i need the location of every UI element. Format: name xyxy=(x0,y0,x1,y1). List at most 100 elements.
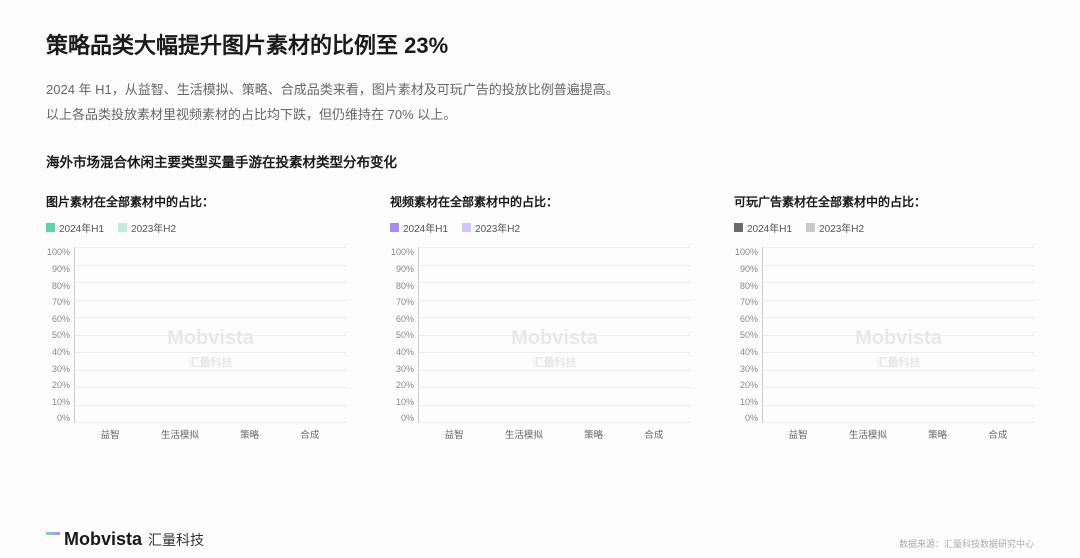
y-tick-label: 60% xyxy=(46,314,70,324)
legend-swatch-icon xyxy=(806,223,815,232)
y-tick-label: 10% xyxy=(390,397,414,407)
chart-legend: 2024年H1 2023年H2 xyxy=(734,220,1034,235)
chart-legend: 2024年H1 2023年H2 xyxy=(46,220,346,235)
legend-label-b: 2023年H2 xyxy=(819,220,864,235)
legend-item-a: 2024年H1 xyxy=(46,220,104,235)
y-tick-label: 50% xyxy=(46,330,70,340)
y-tick-label: 20% xyxy=(390,380,414,390)
chart-title: 可玩广告素材在全部素材中的占比： xyxy=(734,193,1034,210)
desc-line-2: 以上各品类投放素材里视频素材的占比均下跌，但仍维持在 70% 以上。 xyxy=(46,103,1034,128)
logo-accent-icon xyxy=(46,532,60,535)
y-tick-label: 100% xyxy=(46,247,70,257)
bars-container xyxy=(419,247,690,422)
legend-swatch-icon xyxy=(734,223,743,232)
bars-container xyxy=(763,247,1034,422)
footer: Mobvista 汇量科技 数据来源：汇量科技数据研究中心 xyxy=(46,529,1034,550)
y-tick-label: 20% xyxy=(734,380,758,390)
x-tick-label: 益智 xyxy=(789,427,808,441)
y-tick-label: 40% xyxy=(734,347,758,357)
legend-label-b: 2023年H2 xyxy=(475,220,520,235)
section-subtitle: 海外市场混合休闲主要类型买量手游在投素材类型分布变化 xyxy=(46,151,1034,171)
legend-swatch-icon xyxy=(390,223,399,232)
y-tick-label: 50% xyxy=(390,330,414,340)
y-tick-label: 70% xyxy=(46,297,70,307)
x-tick-label: 策略 xyxy=(584,427,603,441)
x-axis: 益智 生活模拟 策略 合成 xyxy=(74,427,346,441)
y-tick-label: 70% xyxy=(734,297,758,307)
legend-label-a: 2024年H1 xyxy=(59,220,104,235)
x-tick-label: 策略 xyxy=(240,427,259,441)
x-axis: 益智 生活模拟 策略 合成 xyxy=(762,427,1034,441)
y-tick-label: 0% xyxy=(390,413,414,423)
x-tick-label: 益智 xyxy=(445,427,464,441)
y-tick-label: 0% xyxy=(46,413,70,423)
y-tick-label: 40% xyxy=(390,347,414,357)
y-axis: 100% 90% 80% 70% 60% 50% 40% 30% 20% 10% 0% xyxy=(390,247,418,423)
y-tick-label: 100% xyxy=(734,247,758,257)
y-tick-label: 80% xyxy=(734,281,758,291)
legend-item-a: 2024年H1 xyxy=(734,220,792,235)
legend-item-b: 2023年H2 xyxy=(462,220,520,235)
bars-container xyxy=(75,247,346,422)
y-tick-label: 90% xyxy=(390,264,414,274)
page-title: 策略品类大幅提升图片素材的比例至 23% xyxy=(46,28,1034,60)
legend-item-b: 2023年H2 xyxy=(118,220,176,235)
grid-area: Mobvista汇量科技 xyxy=(418,247,690,423)
y-tick-label: 60% xyxy=(734,314,758,324)
chart-block: 可玩广告素材在全部素材中的占比： 2024年H1 2023年H2 100% 90% 80%… xyxy=(734,193,1034,447)
y-tick-label: 10% xyxy=(734,397,758,407)
legend-swatch-icon xyxy=(462,223,471,232)
y-tick-label: 30% xyxy=(46,364,70,374)
y-tick-label: 100% xyxy=(390,247,414,257)
legend-label-b: 2023年H2 xyxy=(131,220,176,235)
plot-area: 100% 90% 80% 70% 60% 50% 40% 30% 20% 10% 0% Mobvist… xyxy=(390,247,690,447)
x-tick-label: 益智 xyxy=(101,427,120,441)
x-tick-label: 合成 xyxy=(988,427,1007,441)
y-tick-label: 10% xyxy=(46,397,70,407)
x-tick-label: 策略 xyxy=(928,427,947,441)
gridline xyxy=(763,422,1034,423)
chart-legend: 2024年H1 2023年H2 xyxy=(390,220,690,235)
y-axis: 100% 90% 80% 70% 60% 50% 40% 30% 20% 10% 0% xyxy=(46,247,74,423)
legend-item-a: 2024年H1 xyxy=(390,220,448,235)
logo-cn: 汇量科技 xyxy=(148,530,204,550)
logo-text: Mobvista xyxy=(64,529,142,550)
legend-swatch-icon xyxy=(46,223,55,232)
plot-area: 100%90%80%70%60%50%40%30%20%10%0%Mobvist… xyxy=(734,247,1034,447)
legend-label-a: 2024年H1 xyxy=(403,220,448,235)
y-tick-label: 80% xyxy=(390,281,414,291)
data-source: 数据来源：汇量科技数据研究中心 xyxy=(899,537,1034,550)
y-tick-label: 70% xyxy=(390,297,414,307)
x-tick-label: 生活模拟 xyxy=(161,427,199,441)
logo: Mobvista 汇量科技 xyxy=(46,529,204,550)
y-tick-label: 30% xyxy=(734,364,758,374)
y-tick-label: 90% xyxy=(46,264,70,274)
y-tick-label: 20% xyxy=(46,380,70,390)
y-tick-label: 0% xyxy=(734,413,758,423)
y-tick-label: 90% xyxy=(734,264,758,274)
y-tick-label: 60% xyxy=(390,314,414,324)
x-tick-label: 合成 xyxy=(300,427,319,441)
legend-item-b: 2023年H2 xyxy=(806,220,864,235)
y-axis: 100% 90% 80% 70% 60% 50% 40% 30% 20% 10% 0% xyxy=(734,247,762,423)
legend-label-a: 2024年H1 xyxy=(747,220,792,235)
y-tick-label: 50% xyxy=(734,330,758,340)
y-tick-label: 40% xyxy=(46,347,70,357)
plot-area: 100% 90% 80% 70% 60% 50% 40% 30% 20% 10% 0% Mobvist… xyxy=(46,247,346,447)
y-tick-label: 80% xyxy=(46,281,70,291)
chart-title: 图片素材在全部素材中的占比： xyxy=(46,193,346,210)
chart-block: 视频素材在全部素材中的占比： 2024年H1 2023年H2 100% 90% 80% 70… xyxy=(390,193,690,447)
description: 2024 年 H1，从益智、生活模拟、策略、合成品类来看，图片素材及可玩广告的投… xyxy=(46,78,1034,127)
gridline xyxy=(419,422,690,423)
grid-area: Mobvista汇量科技 xyxy=(74,247,346,423)
legend-swatch-icon xyxy=(118,223,127,232)
chart-title: 视频素材在全部素材中的占比： xyxy=(390,193,690,210)
x-tick-label: 生活模拟 xyxy=(849,427,887,441)
x-tick-label: 生活模拟 xyxy=(505,427,543,441)
gridline xyxy=(75,422,346,423)
x-tick-label: 合成 xyxy=(644,427,663,441)
x-axis: 益智 生活模拟 策略 合成 xyxy=(418,427,690,441)
y-tick-label: 30% xyxy=(390,364,414,374)
charts-row: 图片素材在全部素材中的占比： 2024年H1 2023年H2 100% 90% 80% 70… xyxy=(46,193,1034,447)
desc-line-1: 2024 年 H1，从益智、生活模拟、策略、合成品类来看，图片素材及可玩广告的投… xyxy=(46,78,1034,103)
